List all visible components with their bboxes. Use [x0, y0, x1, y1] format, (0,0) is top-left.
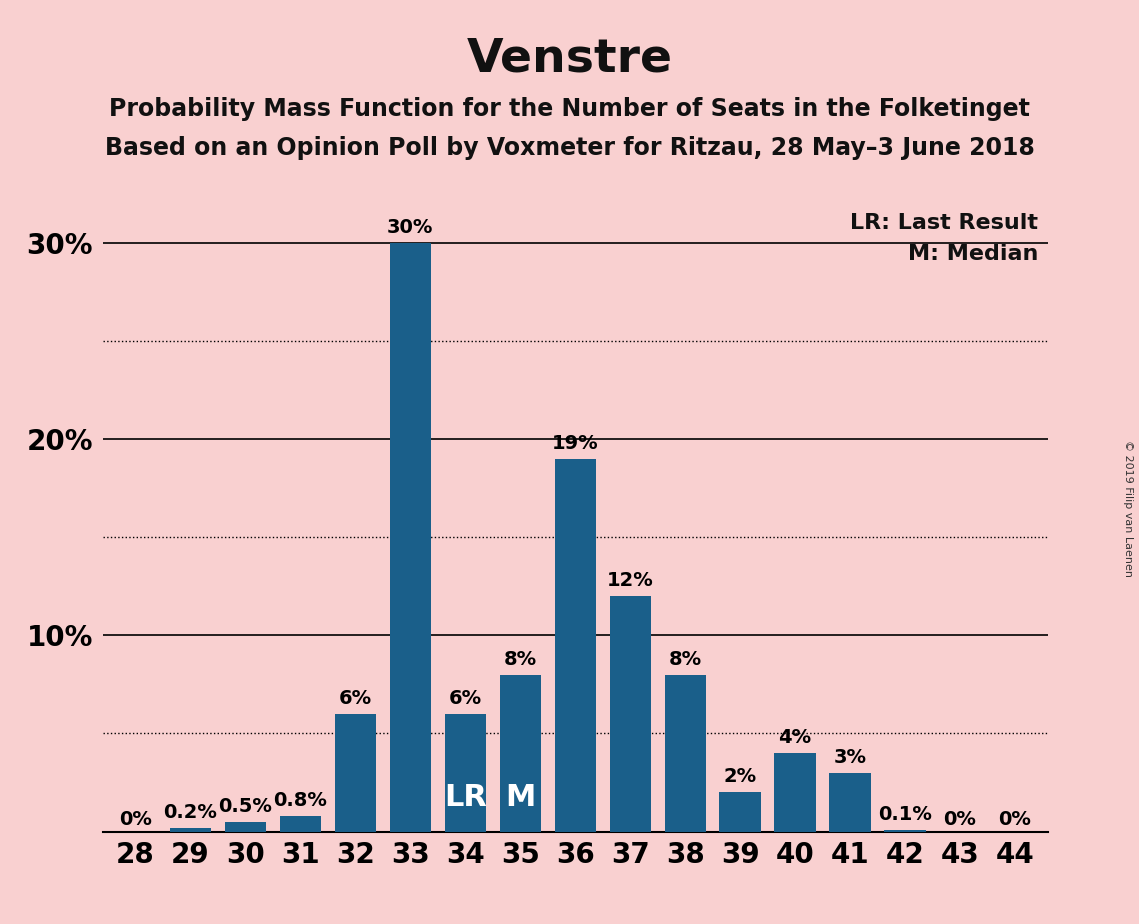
- Text: LR: Last Result: LR: Last Result: [851, 213, 1039, 233]
- Text: 12%: 12%: [607, 571, 654, 590]
- Bar: [390, 242, 431, 832]
- Bar: [224, 821, 267, 832]
- Text: LR: LR: [444, 783, 486, 812]
- Bar: [775, 753, 816, 832]
- Text: 0%: 0%: [120, 810, 151, 829]
- Text: 6%: 6%: [449, 689, 482, 708]
- Text: 0.5%: 0.5%: [219, 796, 272, 816]
- Text: 0%: 0%: [999, 810, 1031, 829]
- Bar: [555, 458, 596, 832]
- Text: © 2019 Filip van Laenen: © 2019 Filip van Laenen: [1123, 440, 1133, 577]
- Bar: [609, 596, 650, 832]
- Text: 4%: 4%: [778, 728, 812, 748]
- Text: 3%: 3%: [834, 748, 867, 767]
- Text: 0%: 0%: [943, 810, 976, 829]
- Text: Probability Mass Function for the Number of Seats in the Folketinget: Probability Mass Function for the Number…: [109, 97, 1030, 121]
- Text: 30%: 30%: [387, 218, 434, 237]
- Text: 8%: 8%: [503, 650, 536, 669]
- Text: 19%: 19%: [552, 433, 598, 453]
- Bar: [444, 713, 486, 832]
- Bar: [170, 828, 211, 832]
- Bar: [500, 675, 541, 832]
- Text: Based on an Opinion Poll by Voxmeter for Ritzau, 28 May–3 June 2018: Based on an Opinion Poll by Voxmeter for…: [105, 136, 1034, 160]
- Text: 6%: 6%: [338, 689, 372, 708]
- Bar: [280, 816, 321, 832]
- Text: 0.2%: 0.2%: [164, 803, 218, 821]
- Text: 0.8%: 0.8%: [273, 791, 327, 810]
- Bar: [335, 713, 376, 832]
- Text: 8%: 8%: [669, 650, 702, 669]
- Bar: [884, 830, 926, 832]
- Text: M: Median: M: Median: [908, 244, 1039, 264]
- Bar: [664, 675, 706, 832]
- Text: M: M: [505, 783, 535, 812]
- Bar: [829, 772, 870, 832]
- Bar: [720, 793, 761, 832]
- Text: 2%: 2%: [723, 768, 756, 786]
- Text: 0.1%: 0.1%: [878, 805, 932, 824]
- Text: Venstre: Venstre: [467, 37, 672, 82]
